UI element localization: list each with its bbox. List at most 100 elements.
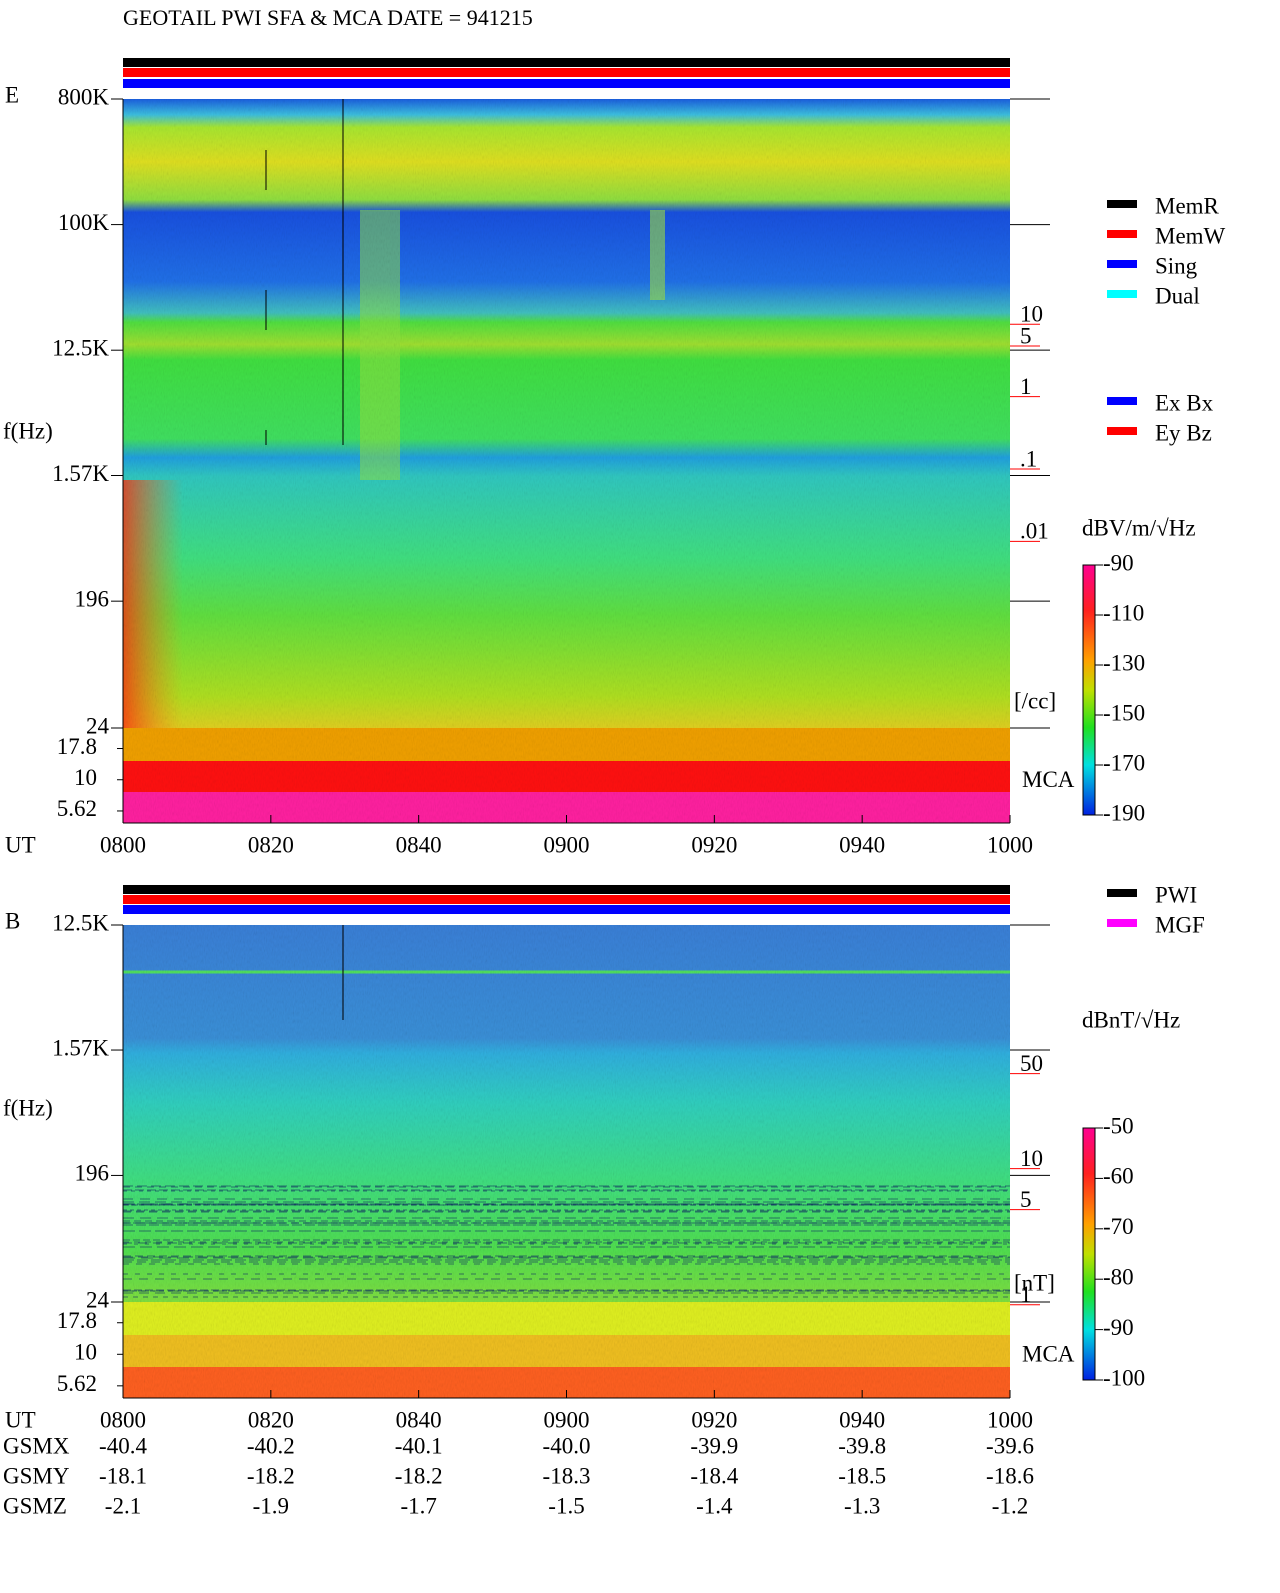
x-tick-label: 0940 [839,832,885,857]
y-tick-label: 24 [86,1287,110,1312]
legend-label: Ey Bz [1155,420,1212,445]
right-tick-label: 50 [1020,1051,1043,1076]
orbit-value: -18.4 [690,1463,738,1488]
legend-swatch [1107,290,1137,298]
legend-label: Ex Bx [1155,390,1214,415]
right-tick-label: .01 [1020,519,1049,544]
right-tick-label: .1 [1020,446,1037,471]
orbit-row-label: GSMY [3,1463,70,1488]
chart-title: GEOTAIL PWI SFA & MCA DATE = 941215 [123,5,533,30]
colorbar-label: dBnT/√Hz [1082,1007,1180,1032]
right-tick-label: 5 [1020,323,1032,348]
y-tick-label: 24 [86,713,110,738]
colorbar-tick-label: -70 [1103,1214,1134,1239]
orbit-value: -18.1 [99,1463,147,1488]
orbit-row-label: GSMX [3,1433,70,1458]
y-tick-label: 12.5K [52,335,109,360]
right-tick-label: 1 [1020,374,1032,399]
colorbar-tick-label: -190 [1103,800,1145,825]
orbit-value: -18.5 [838,1463,886,1488]
orbit-value: -1.3 [844,1493,880,1518]
orbit-value: -39.9 [690,1433,738,1458]
orbit-value: -1.7 [400,1493,436,1518]
panel-label: B [5,908,20,933]
mca-tick-label: 17.8 [57,1308,97,1333]
right-axis-unit: [nT] [1014,1270,1055,1295]
x-tick-label: 0820 [248,832,294,857]
colorbar-tick-label: -170 [1103,750,1145,775]
x-tick-label: 0840 [396,832,442,857]
orbit-value: -1.9 [253,1493,289,1518]
x-axis-label: UT [5,832,36,857]
orbit-value: -40.1 [395,1433,443,1458]
colorbar [1082,564,1096,816]
orbit-value: -1.2 [992,1493,1028,1518]
orbit-value: -40.2 [247,1433,295,1458]
orbit-value: -18.2 [247,1463,295,1488]
y-axis-label: f(Hz) [3,1095,53,1120]
mca-tick-label: 5.62 [57,796,97,821]
legend-swatch [1107,889,1137,897]
colorbar-tick-label: -50 [1103,1113,1134,1138]
y-tick-label: 196 [75,586,110,611]
colorbar-tick-label: -100 [1103,1365,1145,1390]
y-tick-label: 196 [75,1161,110,1186]
colorbar-tick-label: -90 [1103,1315,1134,1340]
legend-swatch [1107,397,1137,405]
orbit-value: -18.3 [543,1463,591,1488]
right-tick-label: 1 [1020,1282,1032,1307]
right-tick-label: 10 [1020,301,1043,326]
x-tick-label: 0900 [544,832,590,857]
orbit-value: -39.8 [838,1433,886,1458]
x-tick-label: 0800 [100,832,146,857]
x-tick-label: 1000 [987,1407,1033,1432]
status-bar [123,885,1010,894]
orbit-value: -40.4 [99,1433,147,1458]
colorbar-tick-label: -150 [1103,700,1145,725]
x-axis-label: UT [5,1407,36,1432]
panel-label: E [5,82,19,107]
legend-label: Dual [1155,283,1200,308]
orbit-value: -2.1 [105,1493,141,1518]
legend-swatch [1107,260,1137,268]
orbit-value: -1.5 [548,1493,584,1518]
spectrogram-noise [123,925,1010,1398]
orbit-value: -18.6 [986,1463,1034,1488]
x-tick-label: 0920 [691,1407,737,1432]
y-axis-label: f(Hz) [3,418,53,443]
legend-label: MemR [1155,193,1220,218]
orbit-value: -18.2 [395,1463,443,1488]
mca-label: MCA [1022,1341,1075,1366]
legend-swatch [1107,200,1137,208]
orbit-value: -39.6 [986,1433,1034,1458]
x-tick-label: 0920 [691,832,737,857]
legend-label: PWI [1155,882,1197,907]
status-bar [123,905,1010,914]
right-axis-unit: [/cc] [1014,688,1056,713]
status-bar [123,895,1010,904]
orbit-row-label: GSMZ [3,1493,67,1518]
legend-swatch [1107,427,1137,435]
right-tick-label: 10 [1020,1146,1043,1171]
mca-tick-label: 17.8 [57,734,97,759]
status-bar [123,58,1010,67]
orbit-value: -1.4 [696,1493,733,1518]
status-bar [123,68,1010,77]
mca-tick-label: 5.62 [57,1371,97,1396]
x-tick-label: 0800 [100,1407,146,1432]
legend-label: MGF [1155,912,1205,937]
colorbar-label: dBV/m/√Hz [1082,515,1196,540]
x-tick-label: 0820 [248,1407,294,1432]
colorbar-tick-label: -80 [1103,1264,1134,1289]
colorbar-tick-label: -110 [1103,600,1144,625]
orbit-value: -40.0 [543,1433,591,1458]
colorbar [1082,1127,1096,1381]
x-tick-label: 0900 [544,1407,590,1432]
y-tick-label: 100K [58,210,110,235]
legend-swatch [1107,230,1137,238]
x-tick-label: 1000 [987,832,1033,857]
legend-label: Sing [1155,253,1198,278]
x-tick-label: 0940 [839,1407,885,1432]
colorbar-tick-label: -130 [1103,650,1145,675]
colorbar-tick-label: -60 [1103,1164,1134,1189]
